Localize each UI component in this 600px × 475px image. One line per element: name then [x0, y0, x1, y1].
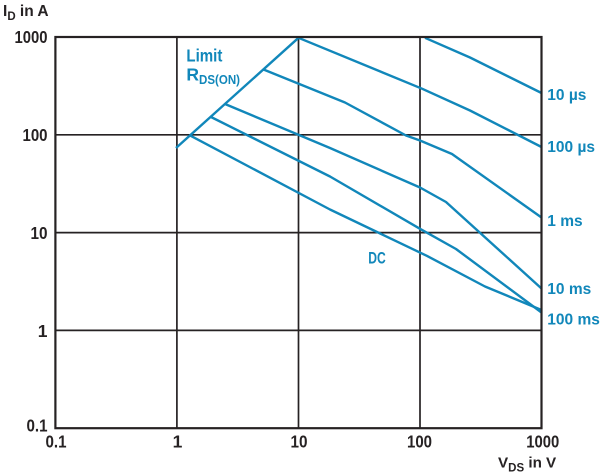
svg-text:1000: 1000	[526, 432, 559, 452]
svg-text:DC: DC	[368, 249, 386, 268]
svg-text:Limit: Limit	[186, 46, 222, 66]
svg-text:1000: 1000	[15, 27, 48, 47]
svg-text:0.1: 0.1	[46, 432, 67, 452]
svg-text:VDS in V: VDS in V	[498, 455, 557, 475]
svg-text:10: 10	[291, 432, 308, 452]
svg-text:10 ms: 10 ms	[547, 281, 591, 298]
svg-text:100 ms: 100 ms	[547, 312, 600, 329]
svg-text:100: 100	[23, 125, 48, 145]
svg-text:10 µs: 10 µs	[547, 87, 586, 104]
svg-text:100 µs: 100 µs	[547, 139, 595, 156]
svg-text:RDS(ON): RDS(ON)	[186, 65, 240, 88]
svg-text:100: 100	[407, 432, 432, 452]
svg-text:1 ms: 1 ms	[547, 213, 582, 230]
svg-text:1: 1	[38, 321, 48, 341]
svg-text:0.1: 0.1	[27, 416, 48, 436]
svg-text:10: 10	[31, 223, 48, 243]
svg-text:1: 1	[173, 432, 183, 452]
svg-text:ID in A: ID in A	[3, 3, 49, 23]
